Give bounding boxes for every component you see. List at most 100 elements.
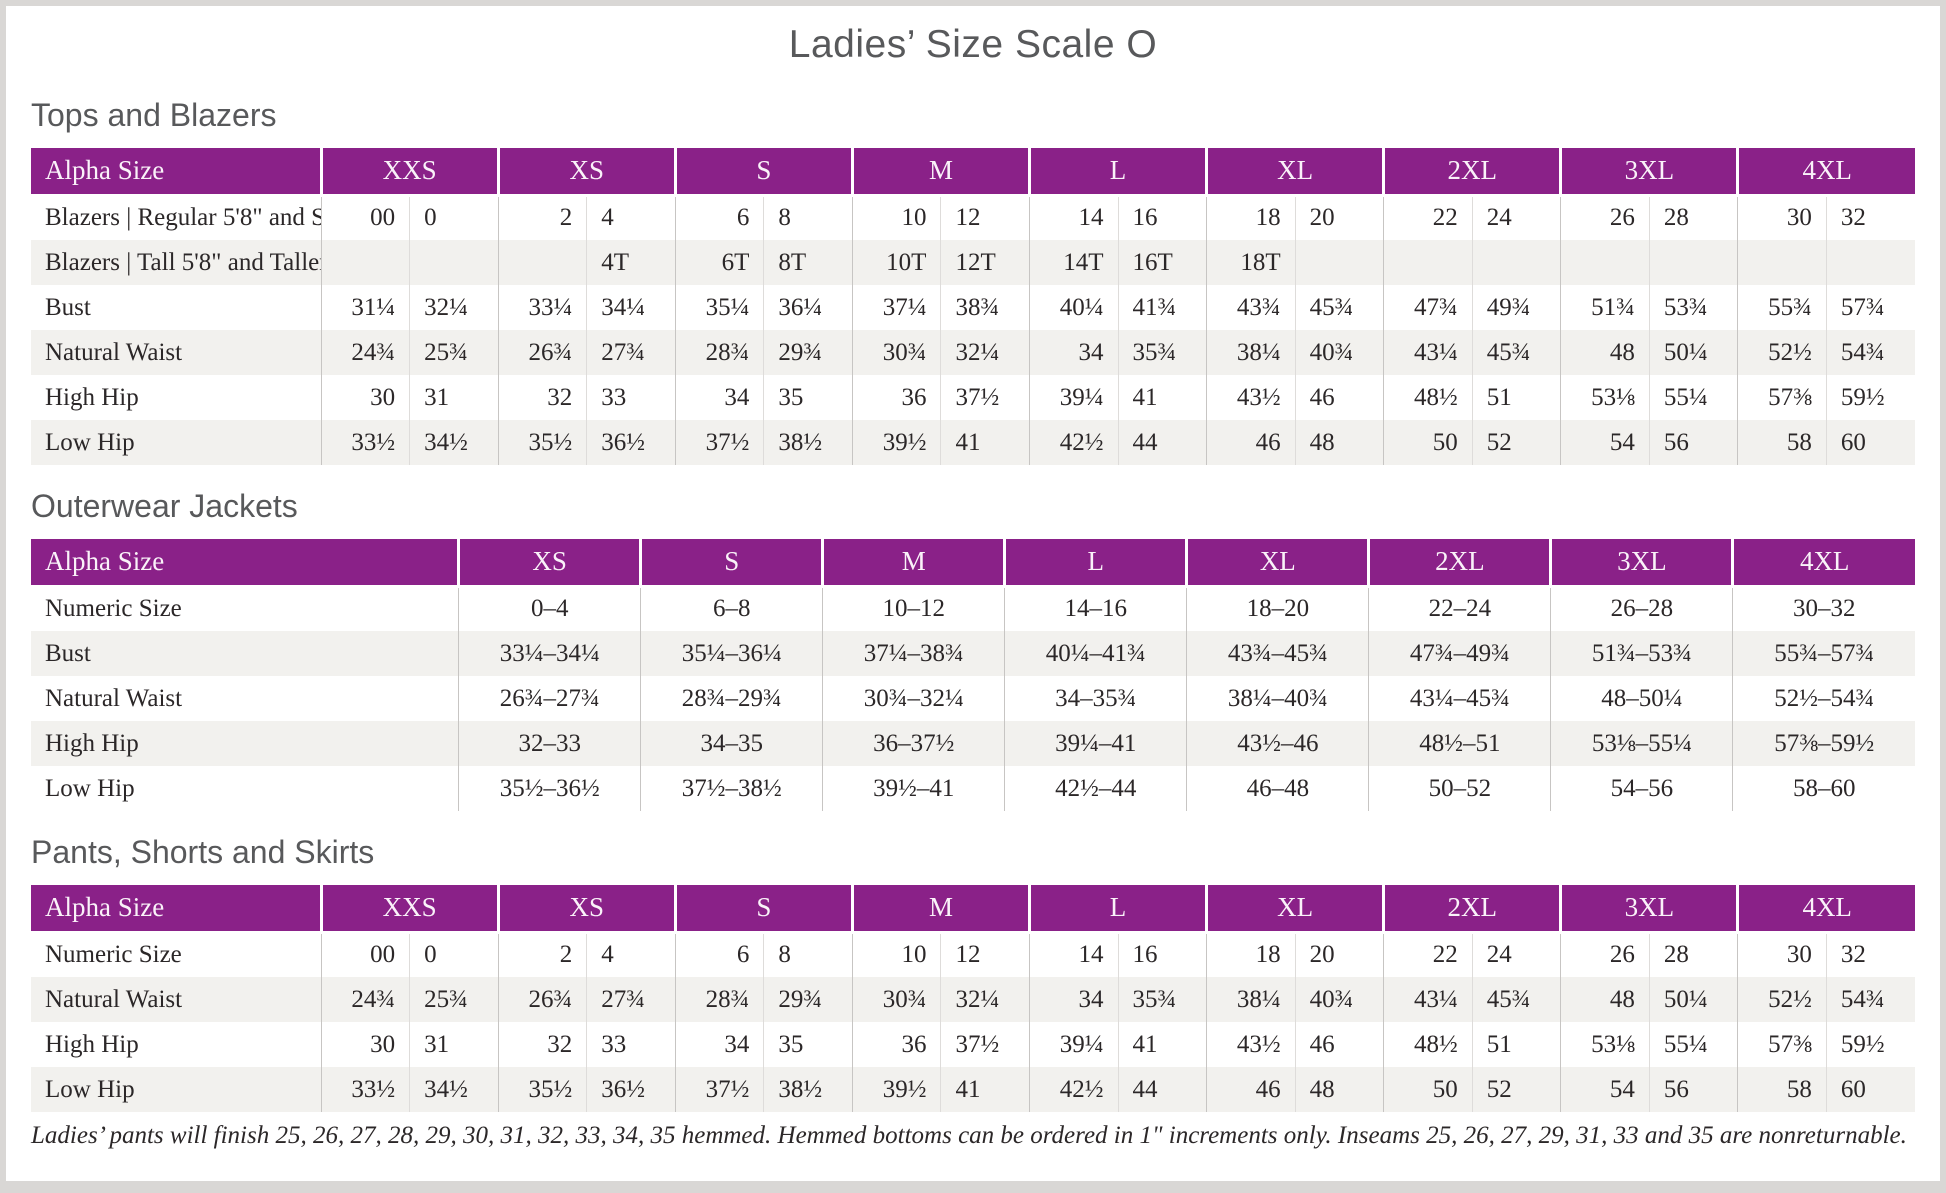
row-label: Low Hip (45, 774, 135, 802)
size-value-cell: 10 (851, 195, 941, 240)
size-value-cell: 26–28 (1550, 586, 1733, 631)
size-value-cell: 8 (763, 195, 853, 240)
alpha-size-corner-header: Alpha Size (31, 885, 322, 934)
size-value-cell: 22 (1383, 932, 1473, 977)
size-value-cell: 12T (940, 240, 1030, 285)
size-value-cell: 37½ (940, 375, 1030, 420)
row-label: High Hip (45, 383, 139, 411)
size-value-cell: 30 (1737, 932, 1827, 977)
size-value-cell: 29¾ (763, 330, 853, 375)
size-value-cell: 46 (1294, 375, 1384, 420)
size-value-cell: 52½ (1737, 330, 1827, 375)
size-value-cell: 24 (1471, 195, 1561, 240)
table-row: Numeric Size 0–4 6–8 10–12 14–16 18–20 22–24 26… (31, 586, 1915, 631)
pants-shorts-and-skirts-table: Alpha Size XXS XS S M L XL 2XL 3XL 4XL Numeric Siz… (31, 885, 1915, 1112)
size-value-cell: 6–8 (640, 586, 823, 631)
size-value-cell: 6 (674, 195, 764, 240)
size-value-cell: 16 (1117, 195, 1207, 240)
row-label: Numeric Size (45, 595, 182, 623)
size-value-cell: 50¼ (1648, 977, 1738, 1022)
size-value-cell: 0–4 (458, 586, 641, 631)
size-group-header-m: M (821, 539, 1005, 588)
table-row: Low Hip 35½–36½ 37½–38½ 39½–41 42½–44 46–48 50… (31, 766, 1915, 811)
size-group-header-xl: XL (1205, 148, 1384, 197)
size-value-cell: 40¼ (1029, 285, 1119, 330)
size-value-cell: 36½ (586, 1067, 676, 1112)
size-group-header-xl: XL (1205, 885, 1384, 934)
size-value-cell: 34–35 (640, 721, 823, 766)
size-value-cell: 26 (1560, 932, 1650, 977)
size-value-cell: 46 (1294, 1022, 1384, 1067)
size-value-cell: 18T (1206, 240, 1296, 285)
size-value-cell: 37¼ (851, 285, 941, 330)
row-label: Blazers | Regular 5'8" and Shorter (45, 204, 321, 232)
size-value-cell: 12 (940, 195, 1030, 240)
size-value-cell: 40¼–41¾ (1004, 631, 1187, 676)
size-value-cell: 36 (851, 1022, 941, 1067)
size-value-cell: 39¼ (1029, 375, 1119, 420)
size-value-cell: 34 (1029, 330, 1119, 375)
size-value-cell: 26¾ (497, 330, 587, 375)
size-value-cell: 34 (1029, 977, 1119, 1022)
size-value-cell: 26 (1560, 195, 1650, 240)
size-value-cell: 30–32 (1732, 586, 1915, 631)
size-value-cell: 47¾–49¾ (1368, 631, 1551, 676)
size-value-cell: 42½–44 (1004, 766, 1187, 811)
size-value-cell: 34½ (409, 420, 499, 465)
table-row: Numeric Size 00 0 2 4 6 8 10 12 14 16 18 20 22 24 26 28 3… (31, 932, 1915, 977)
size-value-cell: 58–60 (1732, 766, 1915, 811)
size-value-cell: 14 (1029, 932, 1119, 977)
size-value-cell: 32 (497, 375, 587, 420)
size-value-cell: 48 (1294, 420, 1384, 465)
alpha-size-header-row: Alpha Size XXS XS S M L XL 2XL 3XL 4XL (31, 885, 1915, 934)
table-row: Bust 31¼ 32¼ 33¼ 34¼ 35¼ 36¼ 37¼ 38¾ 40¼ 41¾ 43¾ 45¾… (31, 285, 1915, 330)
size-value-cell: 0 (409, 195, 499, 240)
size-value-cell: 48 (1560, 977, 1650, 1022)
size-value-cell: 31 (409, 375, 499, 420)
size-value-cell: 4 (586, 932, 676, 977)
size-value-cell: 54 (1560, 420, 1650, 465)
size-value-cell: 56 (1648, 420, 1738, 465)
size-value-cell: 20 (1294, 932, 1384, 977)
size-value-cell: 16 (1117, 932, 1207, 977)
size-value-cell: 10 (851, 932, 941, 977)
size-value-cell: 48 (1560, 330, 1650, 375)
size-value-cell: 38¾ (940, 285, 1030, 330)
size-group-header-m: M (850, 885, 1030, 934)
size-value-cell: 41 (940, 1067, 1030, 1112)
size-value-cell: 29¾ (763, 977, 853, 1022)
size-value-cell: 46 (1206, 420, 1296, 465)
size-value-cell: 51¾–53¾ (1550, 631, 1733, 676)
size-group-header-xl: XL (1185, 539, 1369, 588)
section-pants-shorts-and-skirts: Pants, Shorts and Skirts Alpha Size XXS XS… (31, 831, 1915, 1112)
size-value-cell: 43¾–45¾ (1186, 631, 1369, 676)
size-value-cell: 30¾ (851, 330, 941, 375)
size-value-cell: 34 (674, 1022, 764, 1067)
table-row: Natural Waist 26¾–27¾ 28¾–29¾ 30¾–32¼ 34–35¾… (31, 676, 1915, 721)
size-value-cell: 43½ (1206, 1022, 1296, 1067)
size-value-cell: 35¼ (674, 285, 764, 330)
section-title-pants-shorts-and-skirts: Pants, Shorts and Skirts (31, 834, 375, 870)
size-value-cell: 32 (1825, 932, 1915, 977)
size-value-cell: 28¾ (674, 330, 764, 375)
size-value-cell: 36 (851, 375, 941, 420)
size-value-cell: 24 (1471, 932, 1561, 977)
size-value-cell: 00 (320, 195, 410, 240)
size-value-cell: 53⅛ (1560, 1022, 1650, 1067)
size-value-cell: 39½–41 (822, 766, 1005, 811)
size-value-cell: 38¼ (1206, 977, 1296, 1022)
size-value-cell: 54–56 (1550, 766, 1733, 811)
size-group-header-s: S (673, 148, 853, 197)
size-value-cell: 8T (763, 240, 853, 285)
alpha-size-header-row: Alpha Size XS S M L XL 2XL 3XL 4XL (31, 539, 1915, 588)
size-group-header-xs: XS (496, 885, 676, 934)
size-value-cell: 22 (1383, 195, 1473, 240)
section-outerwear-jackets: Outerwear Jackets Alpha Size XS S M L XL 2XL 3X… (31, 485, 1915, 811)
size-group-header-l: L (1003, 539, 1187, 588)
size-value-cell: 38¼–40¾ (1186, 676, 1369, 721)
size-value-cell: 10T (851, 240, 941, 285)
table-row: Bust 33¼–34¼ 35¼–36¼ 37¼–38¾ 40¼–41¾ 43¾–45¾ 4… (31, 631, 1915, 676)
row-label: Bust (45, 293, 91, 321)
size-value-cell: 55¼ (1648, 375, 1738, 420)
size-value-cell: 20 (1294, 195, 1384, 240)
